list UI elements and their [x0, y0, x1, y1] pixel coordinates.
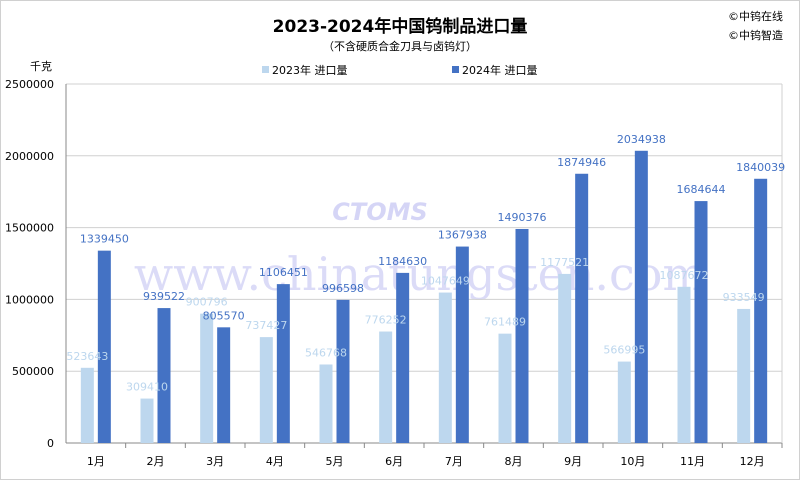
x-tick-label: 4月	[266, 455, 284, 468]
y-tick-label: 2500000	[5, 78, 54, 91]
legend-label: 2023年 进口量	[272, 63, 348, 77]
data-label-2024: 805570	[203, 309, 245, 322]
data-label-2023: 900796	[186, 296, 228, 309]
watermark-text: www.chinatungsten.com	[134, 247, 706, 301]
y-axis-unit: 千克	[30, 60, 52, 73]
y-tick-label: 2000000	[5, 150, 54, 163]
bar-2023	[140, 398, 154, 443]
credit-line-2: ©中钨智造	[728, 29, 783, 42]
data-label-2024: 1490376	[498, 211, 547, 224]
data-label-2023: 1087672	[660, 269, 709, 282]
x-tick-label: 12月	[740, 455, 765, 468]
bar-2023	[259, 337, 273, 443]
bar-2023	[438, 292, 452, 443]
data-label-2024: 939522	[143, 290, 185, 303]
data-label-2023: 523643	[66, 350, 108, 363]
bar-2024	[276, 284, 290, 443]
bar-2024	[634, 150, 648, 443]
bar-2024	[396, 272, 410, 443]
bar-2023	[677, 286, 691, 443]
data-label-2023: 1177521	[540, 256, 589, 269]
y-tick-label: 0	[47, 437, 54, 450]
data-label-2024: 1874946	[557, 156, 606, 169]
bar-2024	[455, 246, 469, 443]
bar-2023	[498, 333, 512, 443]
data-label-2023: 761489	[484, 316, 526, 329]
data-label-2023: 1047649	[421, 275, 470, 288]
data-label-2023: 933549	[723, 291, 765, 304]
bar-2024	[694, 201, 708, 443]
data-label-2024: 1106451	[259, 266, 308, 279]
bar-2024	[336, 299, 350, 443]
bar-2023	[379, 331, 393, 443]
y-tick-label: 1500000	[5, 222, 54, 235]
x-tick-label: 8月	[505, 455, 523, 468]
data-label-2023: 737427	[245, 319, 287, 332]
bar-2024	[754, 178, 768, 444]
data-label-2023: 776252	[365, 314, 407, 327]
data-label-2024: 996598	[322, 282, 364, 295]
bar-2024	[217, 327, 231, 443]
bar-2023	[558, 273, 572, 443]
data-label-2024: 1367938	[438, 229, 487, 242]
x-tick-label: 9月	[564, 455, 582, 468]
data-label-2024: 1184630	[378, 255, 427, 268]
bar-2024	[97, 250, 111, 443]
data-label-2024: 1684644	[677, 183, 726, 196]
bar-2024	[575, 173, 589, 443]
watermark-logo: CTOMS	[332, 198, 428, 226]
x-tick-label: 2月	[147, 455, 165, 468]
y-tick-label: 1000000	[5, 293, 54, 306]
x-tick-label: 5月	[326, 455, 344, 468]
bar-2023	[319, 364, 333, 443]
x-tick-label: 11月	[680, 455, 705, 468]
data-label-2024: 2034938	[617, 133, 666, 146]
bar-2023	[617, 361, 631, 443]
x-tick-label: 1月	[87, 455, 105, 468]
data-label-2024: 1840039	[736, 161, 785, 174]
x-tick-label: 3月	[206, 455, 224, 468]
legend-label: 2024年 进口量	[462, 63, 538, 77]
chart-title: 2023-2024年中国钨制品进口量	[272, 17, 528, 37]
chart-subtitle: （不含硬质合金刀具与卤钨灯）	[323, 40, 477, 53]
data-label-2023: 546768	[305, 346, 347, 359]
legend-swatch	[452, 66, 459, 73]
bar-2024	[157, 308, 171, 443]
credit-line-1: ©中钨在线	[728, 10, 783, 23]
x-tick-label: 10月	[620, 455, 645, 468]
x-tick-label: 7月	[445, 455, 463, 468]
bar-2023	[200, 313, 214, 443]
legend-swatch	[262, 66, 269, 73]
data-label-2024: 1339450	[80, 233, 129, 246]
x-tick-label: 6月	[385, 455, 403, 468]
bar-2023	[737, 308, 751, 443]
data-label-2023: 309410	[126, 381, 168, 394]
data-label-2023: 566995	[603, 344, 645, 357]
y-tick-label: 500000	[12, 365, 54, 378]
bar-2023	[80, 367, 94, 443]
bar-2024	[515, 228, 529, 443]
